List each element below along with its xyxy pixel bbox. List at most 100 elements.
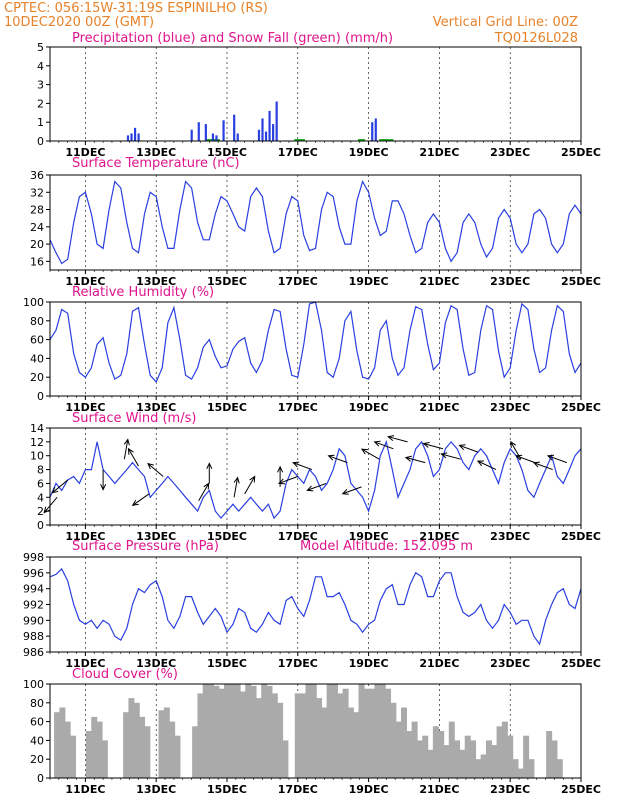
wind-arrow-head bbox=[100, 483, 107, 491]
cloud-bar bbox=[353, 712, 360, 778]
cloud-bar bbox=[255, 698, 262, 778]
cloud-bar bbox=[363, 688, 370, 778]
y-tick-label: 8 bbox=[37, 464, 44, 477]
panel-title: Relative Humidity (%) bbox=[72, 285, 214, 300]
cloud-bar bbox=[411, 721, 418, 778]
x-tick-label: 17DEC bbox=[278, 783, 318, 796]
wind-arrow-head bbox=[458, 444, 466, 451]
cloud-bar bbox=[422, 735, 429, 778]
x-tick-label: 23DEC bbox=[490, 401, 530, 414]
cloud-bar bbox=[475, 759, 482, 778]
y-tick-label: 24 bbox=[30, 221, 44, 234]
wind-arrow-shaft bbox=[244, 476, 256, 495]
x-tick-label: 25DEC bbox=[561, 275, 601, 288]
cloud-bar bbox=[464, 735, 471, 778]
wind-arrow-head bbox=[327, 454, 335, 461]
wind-arrow bbox=[440, 452, 461, 460]
header-grid-note: Vertical Grid Line: 00Z bbox=[433, 15, 578, 30]
wind-arrow-head bbox=[510, 440, 517, 448]
wind-arrow-head bbox=[476, 460, 484, 467]
x-tick-label: 19DEC bbox=[349, 530, 389, 543]
cloud-bar bbox=[347, 707, 354, 778]
wind-arrow-head bbox=[147, 462, 154, 470]
cloud-bar bbox=[485, 740, 492, 778]
precip-bar bbox=[133, 127, 137, 141]
wind-arrow bbox=[292, 461, 313, 471]
cloud-bar bbox=[379, 684, 386, 778]
cloud-bar bbox=[369, 688, 376, 778]
wind-arrow-shaft bbox=[43, 496, 58, 513]
cloud-bar bbox=[139, 716, 146, 778]
wind-arrow-shaft bbox=[328, 455, 348, 464]
cloud-bar bbox=[401, 707, 407, 778]
x-tick-label: 21DEC bbox=[419, 783, 459, 796]
header-location: CPTEC: 056:15W-31:19S ESPINILHO (RS) bbox=[4, 1, 268, 16]
x-tick-label: 23DEC bbox=[490, 530, 530, 543]
x-tick-label: 17DEC bbox=[278, 146, 318, 159]
panel-title: Surface Temperature (nC) bbox=[72, 156, 240, 171]
cloud-bar bbox=[507, 735, 514, 778]
y-tick-label: 28 bbox=[30, 204, 44, 217]
panel-frame bbox=[49, 427, 582, 526]
cloud-bar bbox=[239, 691, 246, 778]
cloud-bar bbox=[229, 684, 236, 778]
y-tick-label: 12 bbox=[30, 436, 44, 449]
wind-arrow-shaft bbox=[533, 462, 553, 471]
cloud-bar bbox=[305, 684, 312, 778]
wind-arrow-head bbox=[292, 461, 300, 468]
x-tick-label: 13DEC bbox=[136, 530, 176, 543]
wind-arrow bbox=[127, 447, 139, 467]
snow-bar bbox=[357, 139, 366, 141]
wind-arrow-shaft bbox=[388, 436, 408, 443]
panel-title: Surface Pressure (hPa) bbox=[72, 539, 219, 554]
pressure-series-line bbox=[49, 567, 582, 646]
x-tick-label: 15DEC bbox=[207, 401, 247, 414]
precip-bar bbox=[137, 133, 140, 141]
wind-arrow-head bbox=[422, 442, 430, 448]
x-tick-label: 19DEC bbox=[349, 275, 389, 288]
y-tick-label: 36 bbox=[30, 169, 44, 182]
cloud-bar bbox=[59, 707, 66, 778]
precip-bar bbox=[268, 110, 271, 141]
cloud-bar bbox=[374, 684, 381, 778]
precip-bar bbox=[264, 131, 268, 141]
panels: TQ0126L028 Precipitation (blue) and Snow … bbox=[23, 31, 601, 796]
y-tick-label: 988 bbox=[23, 630, 44, 643]
cloud-bar bbox=[202, 684, 209, 778]
wind-arrow-head bbox=[404, 455, 412, 462]
cloud-bar bbox=[271, 693, 278, 778]
wind-arrow bbox=[51, 479, 69, 494]
wind-arrow-shaft bbox=[292, 462, 313, 471]
cloud-bar bbox=[395, 721, 402, 778]
x-tick-label: 23DEC bbox=[490, 275, 530, 288]
x-tick-label: 11DEC bbox=[65, 657, 105, 670]
y-tick-label: 16 bbox=[30, 255, 44, 268]
wind-arrow-head bbox=[51, 487, 59, 494]
wind-arrow bbox=[360, 448, 380, 460]
cloud-bar bbox=[443, 745, 450, 778]
precip-bar bbox=[130, 133, 133, 141]
y-tick-label: 5 bbox=[37, 41, 44, 54]
y-tick-label: 3 bbox=[37, 79, 44, 92]
cloud-bar bbox=[337, 693, 344, 778]
cloud-bar bbox=[282, 740, 289, 778]
y-tick-label: 20 bbox=[30, 753, 44, 766]
wind-arrow bbox=[100, 469, 107, 491]
wind-arrow-head bbox=[203, 482, 210, 490]
cloud-bar bbox=[316, 698, 323, 778]
cloud-bar bbox=[174, 735, 181, 778]
x-tick-label: 15DEC bbox=[207, 146, 247, 159]
cloud-bar bbox=[556, 759, 563, 778]
wind-arrow bbox=[123, 438, 130, 460]
x-tick-label: 17DEC bbox=[278, 530, 318, 543]
wind-arrow bbox=[510, 440, 522, 460]
y-tick-label: 14 bbox=[30, 422, 44, 435]
y-tick-label: 992 bbox=[23, 599, 44, 612]
wind-arrow-shaft bbox=[459, 444, 479, 453]
wind-arrow-shaft bbox=[342, 486, 362, 495]
wind-arrow-head bbox=[127, 447, 134, 455]
y-tick-label: 20 bbox=[30, 371, 44, 384]
wind-arrow-shaft bbox=[128, 448, 139, 467]
wind-arrow-shaft bbox=[423, 443, 444, 450]
